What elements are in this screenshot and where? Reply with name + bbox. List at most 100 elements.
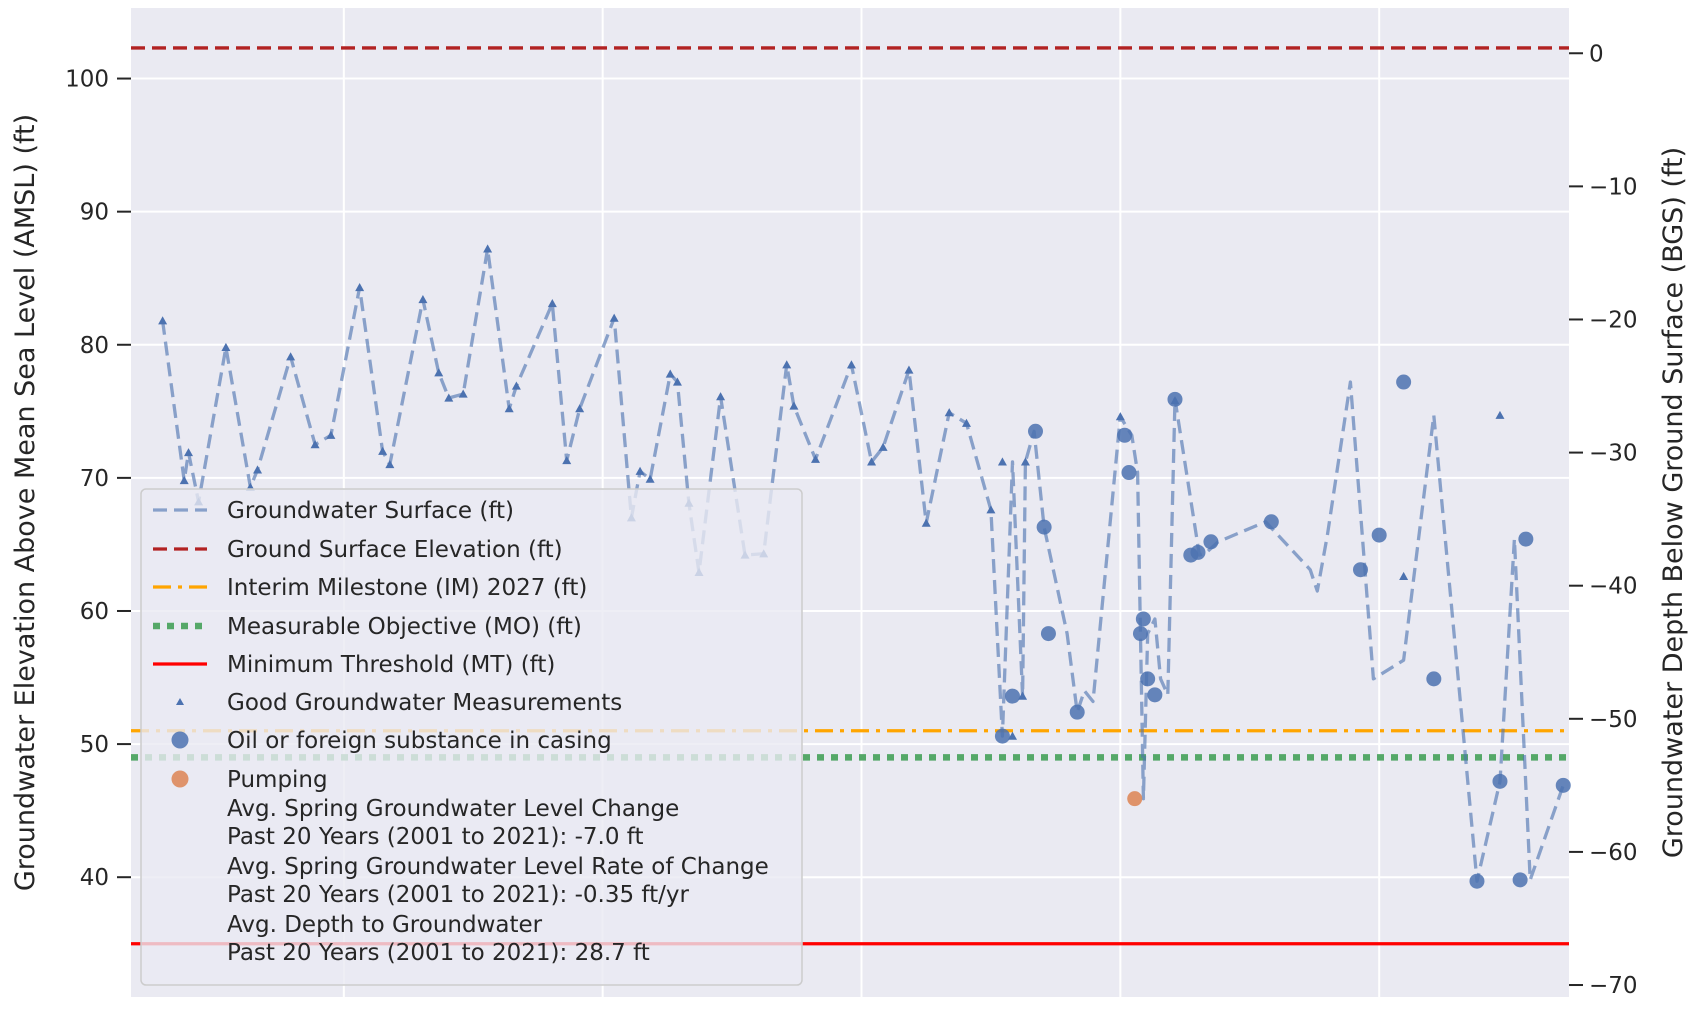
oil-substance-point	[1167, 391, 1183, 407]
good-measurement-point	[1020, 457, 1030, 466]
good-measurement-point	[184, 448, 194, 457]
legend-entry-label: Ground Surface Elevation (ft)	[227, 537, 563, 563]
oil-substance-point	[1396, 374, 1412, 390]
good-measurement-point	[986, 505, 996, 514]
y-tick-label-right: −30	[1589, 441, 1638, 467]
legend-entry-label: Minimum Threshold (MT) (ft)	[227, 652, 555, 678]
oil-substance-point	[1004, 688, 1020, 704]
good-measurement-point	[418, 295, 428, 304]
oil-substance-point	[1555, 777, 1571, 793]
good-measurement-point	[1495, 410, 1505, 419]
oil-substance-point	[1352, 562, 1368, 578]
y-tick-label-left: 100	[65, 67, 109, 93]
oil-substance-point	[1121, 465, 1137, 481]
good-measurement-point	[961, 418, 971, 427]
good-measurement-point	[286, 352, 296, 361]
good-measurement-point	[547, 299, 557, 308]
oil-substance-point	[1469, 873, 1485, 889]
legend-entry-label: Good Groundwater Measurements	[227, 690, 622, 716]
good-measurement-point	[635, 466, 645, 475]
good-measurement-point	[444, 393, 454, 402]
legend-entry-label: Oil or foreign substance in casing	[227, 728, 612, 754]
legend-entry-label: Interim Milestone (IM) 2027 (ft)	[227, 575, 587, 601]
legend-swatch	[171, 731, 189, 749]
good-measurement-point	[158, 316, 168, 325]
y-tick-label-left: 90	[80, 200, 109, 226]
good-measurement-point	[810, 454, 820, 463]
oil-substance-point	[1518, 531, 1534, 547]
good-measurement-point	[904, 365, 914, 374]
oil-substance-point	[1040, 626, 1056, 642]
pumping-point	[1127, 791, 1143, 807]
good-measurement-point	[511, 381, 521, 390]
axis-layer: 40 50 60 70 80 90 100 0 −10 −20 −30 −40 −50 −60 −70	[65, 41, 1637, 999]
good-measurement-point	[921, 518, 931, 527]
legend-swatch	[171, 770, 189, 788]
good-measurement-point	[458, 389, 468, 398]
legend-note: Avg. Spring Groundwater Level Rate of Ch…	[227, 854, 769, 880]
oil-substance-point	[1512, 872, 1528, 888]
y-tick-label-left: 70	[80, 466, 109, 492]
legend-note: Past 20 Years (2001 to 2021): -7.0 ft	[227, 824, 644, 850]
good-measurement-point	[878, 442, 888, 451]
y-tick-label-right: −10	[1589, 174, 1638, 200]
good-measurement-point	[253, 465, 263, 474]
oil-substance-point	[1203, 534, 1219, 550]
oil-substance-point	[1036, 519, 1052, 535]
good-measurement-point	[1399, 571, 1409, 580]
legend-swatch	[176, 698, 184, 705]
y-tick-label-right: −60	[1589, 840, 1638, 866]
good-measurement-point	[1115, 412, 1125, 421]
oil-substance-point	[1028, 423, 1044, 439]
good-measurement-point	[789, 401, 799, 410]
good-measurement-point	[378, 446, 388, 455]
legend-entry-label: Groundwater Surface (ft)	[227, 498, 514, 524]
good-measurement-point	[782, 360, 792, 369]
good-measurement-point	[944, 408, 954, 417]
oil-substance-point	[1263, 514, 1279, 530]
y-tick-label-right: −70	[1589, 973, 1638, 999]
legend-note: Past 20 Years (2001 to 2021): -0.35 ft/y…	[227, 882, 689, 908]
oil-substance-point	[1140, 671, 1156, 687]
y-tick-label-left: 80	[80, 333, 109, 359]
good-measurement-point	[609, 313, 619, 322]
good-measurement-point	[665, 369, 675, 378]
good-measurement-point	[1018, 691, 1028, 700]
good-measurement-point	[504, 404, 514, 413]
y-axis-title-left: Groundwater Elevation Above Mean Sea Lev…	[10, 114, 41, 891]
y-axis-title-right: Groundwater Depth Below Ground Surface (…	[1658, 147, 1689, 858]
series-layer	[158, 244, 1571, 889]
oil-substance-point	[1132, 626, 1148, 642]
good-measurement-point	[716, 392, 726, 401]
y-tick-label-right: −50	[1589, 707, 1638, 733]
oil-substance-point	[1371, 527, 1387, 543]
oil-substance-point	[1135, 611, 1151, 627]
y-tick-label-left: 50	[80, 732, 109, 758]
oil-substance-point	[1069, 704, 1085, 720]
y-tick-label-left: 40	[80, 865, 109, 891]
good-measurement-point	[179, 476, 189, 485]
good-measurement-point	[846, 360, 856, 369]
good-measurement-point	[310, 440, 320, 449]
y-tick-label-right: −20	[1589, 307, 1638, 333]
good-measurement-point	[326, 430, 336, 439]
legend: Groundwater Surface (ft) Ground Surface E…	[140, 488, 803, 986]
oil-substance-point	[1147, 687, 1163, 703]
oil-substance-point	[1426, 671, 1442, 687]
legend-note: Avg. Spring Groundwater Level Change	[227, 796, 679, 822]
oil-substance-point	[1117, 427, 1133, 443]
oil-substance-point	[994, 728, 1010, 744]
y-tick-label-right: −40	[1589, 574, 1638, 600]
oil-substance-point	[1492, 773, 1508, 789]
oil-substance-point	[1190, 544, 1206, 560]
legend-entry-label: Measurable Objective (MO) (ft)	[227, 614, 582, 640]
legend-note: Past 20 Years (2001 to 2021): 28.7 ft	[227, 940, 650, 966]
good-measurement-point	[385, 460, 395, 469]
y-tick-label-right: 0	[1589, 41, 1604, 67]
good-measurement-point	[867, 457, 877, 466]
good-measurement-point	[562, 456, 572, 465]
legend-box	[140, 488, 803, 986]
good-measurement-point	[645, 474, 655, 483]
